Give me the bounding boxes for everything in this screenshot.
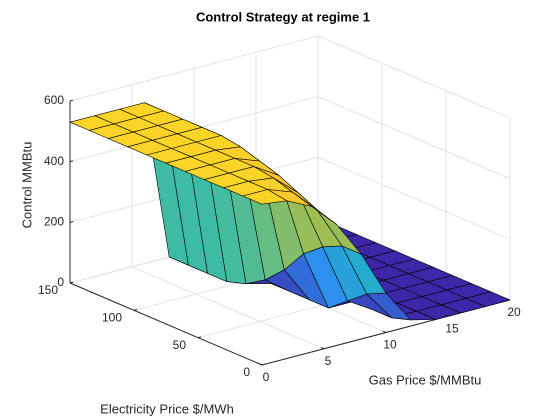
surface-face <box>242 189 288 205</box>
x-tick-label: 20 <box>507 305 521 319</box>
z-tick-label: 200 <box>44 215 64 229</box>
grid-line <box>69 156 511 240</box>
x-tick <box>258 363 263 366</box>
x-tick <box>320 346 325 350</box>
y-axis-label: Electricity Price $/MWh <box>100 401 234 416</box>
x-axis-label: Gas Price $/MMBtu <box>369 372 482 387</box>
z-tick-label: 0 <box>57 275 64 289</box>
z-tick <box>69 99 74 102</box>
x-tick-label: 5 <box>325 354 332 368</box>
y-tick <box>261 363 266 366</box>
z-axis-label: Control MMBtu <box>19 142 34 229</box>
z-tick-label: 400 <box>44 154 64 168</box>
x-tick <box>382 330 387 333</box>
z-tick <box>69 281 74 284</box>
z-tick-label: 600 <box>44 93 64 107</box>
z-tick <box>69 221 74 223</box>
y-tick-label: 100 <box>102 311 122 325</box>
y-tick <box>133 309 138 311</box>
y-tick <box>197 336 202 339</box>
y-tick-label: 50 <box>173 338 187 352</box>
x-tick-label: 0 <box>263 370 270 384</box>
y-tick-label: 0 <box>243 365 250 379</box>
y-tick-label: 150 <box>38 283 58 297</box>
grid-line <box>69 35 511 119</box>
z-tick <box>69 160 74 163</box>
x-tick-label: 15 <box>445 321 459 335</box>
x-tick <box>506 298 511 301</box>
x-tick <box>444 314 449 317</box>
chart-title: Control Strategy at regime 1 <box>196 9 370 24</box>
x-tick-label: 10 <box>383 338 397 352</box>
